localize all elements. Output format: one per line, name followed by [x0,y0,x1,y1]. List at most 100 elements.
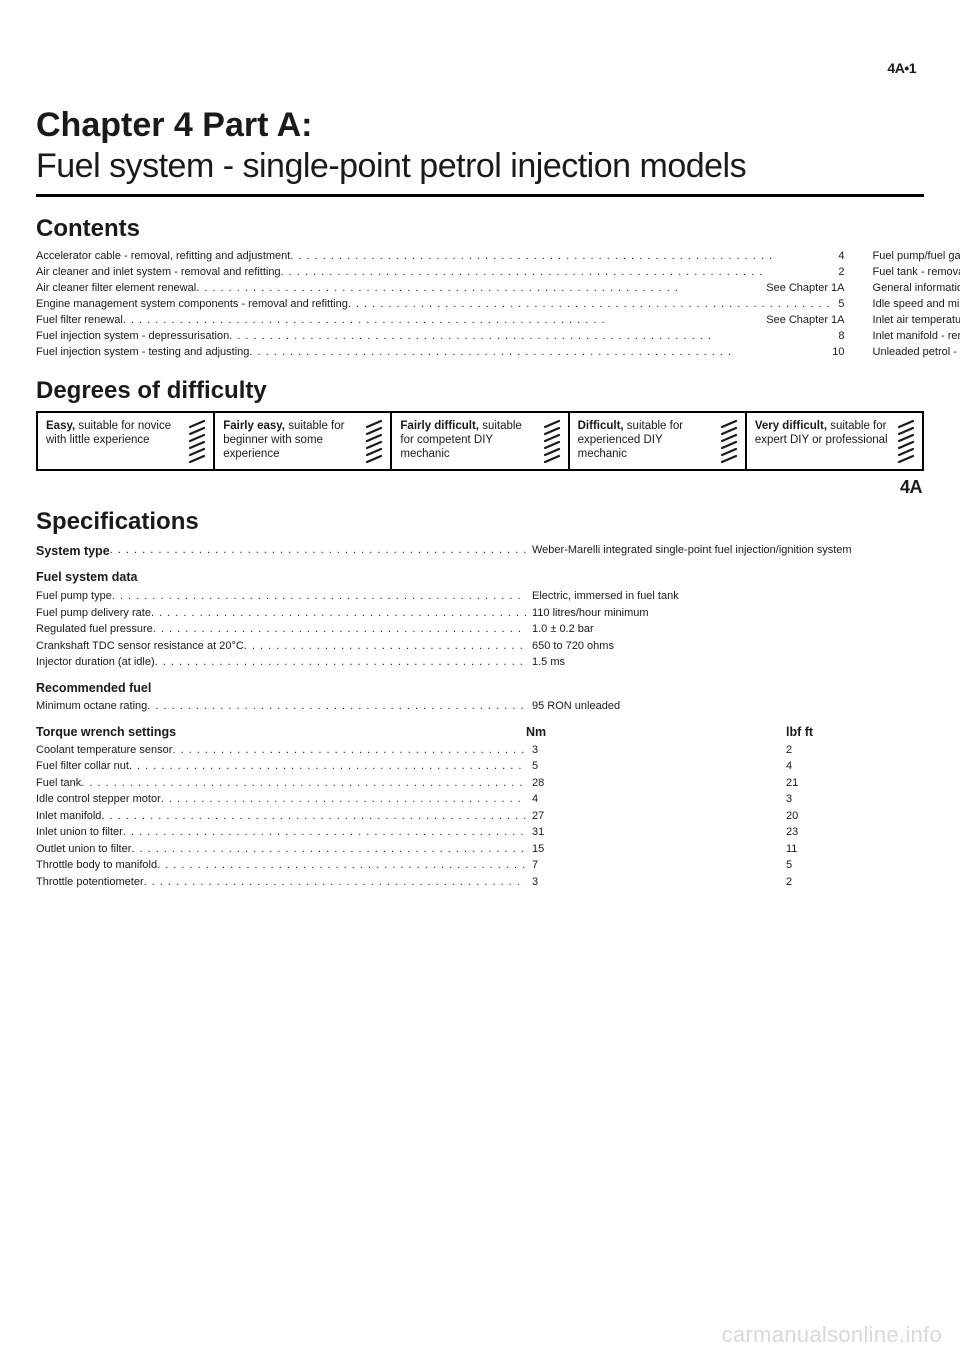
dot-leader: . . . . . . . . . . . . . . . . . . . . … [81,775,526,792]
contents-label: Fuel injection system - testing and adju… [36,345,249,361]
torque-nm: 27 [526,808,786,825]
contents-row: Fuel pump/fuel gauge sender unit - remov… [873,249,960,265]
torque-label: Throttle body to manifold [36,857,157,874]
torque-label: Throttle potentiometer [36,874,144,891]
title-rule [36,194,924,197]
manual-page: 4A•1 Chapter 4 Part A: Fuel system - sin… [0,0,960,890]
rec-fuel-heading: Recommended fuel [36,679,924,698]
torque-row: Outlet union to filter . . . . . . . . .… [36,841,924,858]
dot-leader: . . . . . . . . . . . . . . . . . . . . … [144,874,526,891]
spec-value: 95 RON unleaded [526,698,620,715]
contents-column-left: Accelerator cable - removal, refitting a… [36,249,845,361]
difficulty-cell: Fairly difficult, suitable for competent… [392,413,569,469]
dot-leader: . . . . . . . . . . . . . . . . . . . . … [157,857,526,874]
chapter-title: Chapter 4 Part A: [36,106,924,145]
dot-leader [123,313,762,329]
torque-nm: 3 [526,874,786,891]
difficulty-cell: Difficult, suitable for experienced DIY … [570,413,747,469]
difficulty-text: Fairly easy, suitable for beginner with … [223,419,362,463]
dot-leader [290,249,830,265]
spec-row: Injector duration (at idle) . . . . . . … [36,654,924,671]
contents-label: Inlet air temperature regulator - remova… [873,313,960,329]
dot-leader [348,297,831,313]
contents-row: Fuel injection system - testing and adju… [36,345,845,361]
torque-label: Inlet manifold [36,808,101,825]
contents-row: Engine management system components - re… [36,297,845,313]
torque-label: Fuel filter collar nut [36,758,129,775]
difficulty-icon [894,419,918,463]
difficulty-cell: Easy, suitable for novice with little ex… [38,413,215,469]
dot-leader [281,265,831,281]
dot-leader [196,281,762,297]
spec-value: 650 to 720 ohms [526,638,614,655]
dot-leader: . . . . . . . . . . . . . . . . . . . . … [131,841,526,858]
torque-row: Coolant temperature sensor . . . . . . .… [36,742,924,759]
contents-row: Inlet air temperature regulator - remova… [873,313,960,329]
spec-row: Fuel pump delivery rate . . . . . . . . … [36,605,924,622]
spec-value: 1.0 ± 0.2 bar [526,621,594,638]
contents-table: Accelerator cable - removal, refitting a… [36,249,924,361]
torque-lbf: 21 [786,775,924,792]
difficulty-box: Easy, suitable for novice with little ex… [36,411,924,471]
dot-leader: . . . . . . . . . . . . . . . . . . . . … [155,654,526,671]
contents-page: 4 [831,249,845,265]
contents-row: Air cleaner and inlet system - removal a… [36,265,845,281]
torque-nm: 4 [526,791,786,808]
torque-label: Fuel tank [36,775,81,792]
contents-page: 5 [831,297,845,313]
torque-lbf: 23 [786,824,924,841]
contents-label: Fuel filter renewal [36,313,123,329]
spec-value: 1.5 ms [526,654,565,671]
spec-label: Fuel pump delivery rate [36,605,151,622]
dot-leader [229,329,830,345]
torque-lbf: 5 [786,857,924,874]
dot-leader: . . . . . . . . . . . . . . . . . . . . … [172,742,526,759]
torque-label: Idle control stepper motor [36,791,161,808]
torque-nm: 28 [526,775,786,792]
dot-leader: . . . . . . . . . . . . . . . . . . . . … [123,824,526,841]
difficulty-icon [717,419,741,463]
dot-leader [249,345,828,361]
contents-row: General information and precautions 1 [873,281,960,297]
torque-row: Fuel tank . . . . . . . . . . . . . . . … [36,775,924,792]
torque-row: Throttle body to manifold . . . . . . . … [36,857,924,874]
dot-leader: . . . . . . . . . . . . . . . . . . . . … [244,638,526,655]
contents-label: Engine management system components - re… [36,297,348,313]
torque-nm: 5 [526,758,786,775]
spec-value: 110 litres/hour minimum [526,605,649,622]
torque-lbf: 2 [786,874,924,891]
torque-heading-row: Torque wrench settings Nm lbf ft [36,723,924,742]
dot-leader: . . . . . . . . . . . . . . . . . . . . … [110,542,526,561]
spec-row: Regulated fuel pressure . . . . . . . . … [36,621,924,638]
contents-row: Fuel tank - removal and refitting 7 [873,265,960,281]
torque-label: Coolant temperature sensor [36,742,172,759]
contents-label: Inlet manifold - removal and refitting [873,329,960,345]
spec-label: Fuel pump type [36,588,112,605]
dot-leader: . . . . . . . . . . . . . . . . . . . . … [153,621,526,638]
chapter-subtitle: Fuel system - single-point petrol inject… [36,147,924,186]
specifications: System type . . . . . . . . . . . . . . … [36,542,924,891]
torque-row: Inlet manifold . . . . . . . . . . . . .… [36,808,924,825]
spec-label: Crankshaft TDC sensor resistance at 20°C [36,638,244,655]
difficulty-text: Very difficult, suitable for expert DIY … [755,419,894,463]
contents-label: Unleaded petrol - general information an… [873,345,960,361]
contents-label: Idle speed and mixture adjustment [873,297,960,313]
spec-value: Electric, immersed in fuel tank [526,588,679,605]
dot-leader: . . . . . . . . . . . . . . . . . . . . … [151,605,526,622]
contents-row: Fuel filter renewal See Chapter 1A [36,313,845,329]
torque-row: Inlet union to filter . . . . . . . . . … [36,824,924,841]
torque-col-lbf: lbf ft [786,723,924,742]
dot-leader: . . . . . . . . . . . . . . . . . . . . … [147,698,526,715]
difficulty-icon [362,419,386,463]
difficulty-icon [540,419,564,463]
contents-page: 2 [831,265,845,281]
specs-heading: Specifications [36,508,924,536]
spec-label: System type [36,542,110,561]
watermark: carmanualsonline.info [722,1322,942,1348]
spec-label: Injector duration (at idle) [36,654,155,671]
torque-lbf: 4 [786,758,924,775]
difficulty-cell: Very difficult, suitable for expert DIY … [747,413,922,469]
contents-page: 10 [828,345,844,361]
spec-label: Regulated fuel pressure [36,621,153,638]
torque-nm: 3 [526,742,786,759]
